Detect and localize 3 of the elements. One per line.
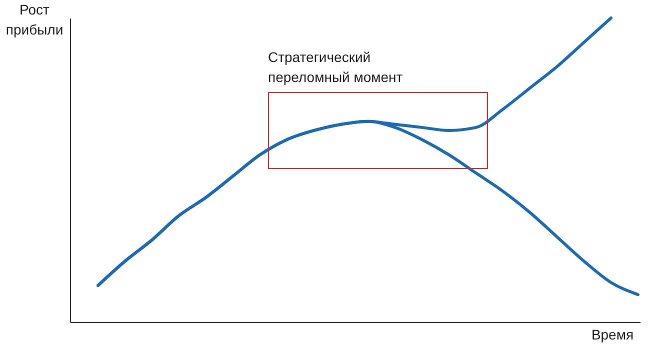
x-axis-title: Время (591, 326, 634, 342)
annotation: Стратегический переломный момент (268, 48, 404, 87)
y-axis-title: Рост прибыли (6, 2, 64, 38)
